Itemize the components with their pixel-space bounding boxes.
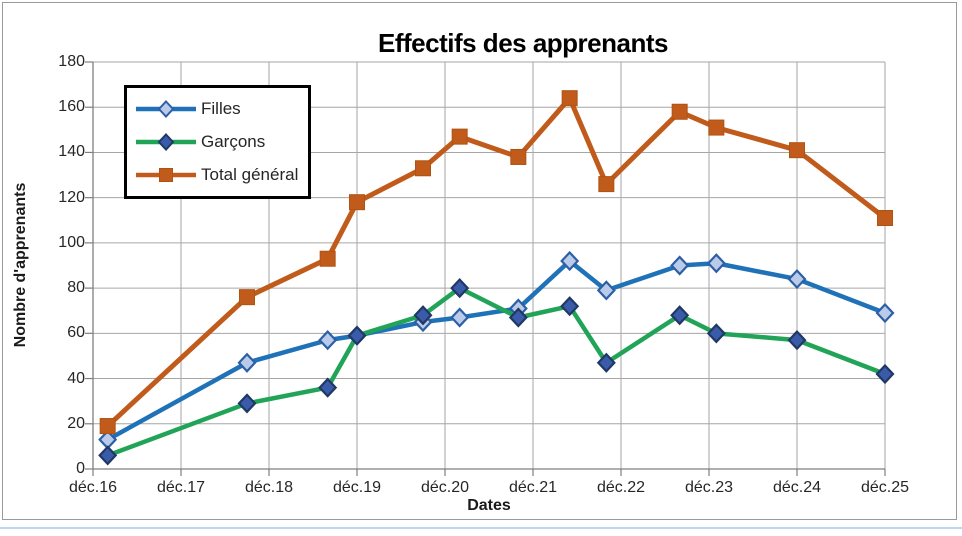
data-point-filles[interactable] <box>596 280 616 301</box>
data-point-garcons[interactable] <box>237 393 257 414</box>
series-total-general[interactable] <box>99 90 893 435</box>
data-point-total-general[interactable] <box>99 418 116 435</box>
data-point-total-general[interactable] <box>598 176 615 193</box>
data-point-total-general[interactable] <box>510 148 527 165</box>
data-point-garcons[interactable] <box>450 278 470 299</box>
legend-item-total-general[interactable]: Total général <box>136 165 299 185</box>
data-point-garcons[interactable] <box>508 307 528 328</box>
data-point-garcons[interactable] <box>670 305 690 326</box>
x-axis-title[interactable]: Dates <box>467 497 511 514</box>
legend-marker-filles <box>136 100 196 119</box>
data-point-garcons[interactable] <box>560 296 580 317</box>
data-point-total-general[interactable] <box>451 128 468 145</box>
data-point-filles[interactable] <box>670 255 690 276</box>
data-point-filles[interactable] <box>450 307 470 328</box>
data-point-filles[interactable] <box>706 253 726 274</box>
data-point-total-general[interactable] <box>671 103 688 120</box>
axis-lines <box>85 61 886 476</box>
legend-label: Filles <box>201 99 241 119</box>
series-filles[interactable] <box>98 250 895 450</box>
data-point-total-general[interactable] <box>877 210 893 227</box>
legend-marker-total-general <box>136 167 196 182</box>
data-point-garcons[interactable] <box>787 330 807 351</box>
data-point-filles[interactable] <box>875 302 895 324</box>
legend-marker-garcons <box>136 133 196 151</box>
data-point-total-general[interactable] <box>561 90 578 107</box>
data-point-total-general[interactable] <box>708 119 725 136</box>
legend-label: Garçons <box>201 131 266 151</box>
data-point-garcons[interactable] <box>596 352 616 373</box>
y-axis-title[interactable]: Nombre d'apprenants <box>12 182 29 348</box>
data-point-garcons[interactable] <box>347 325 367 346</box>
data-point-total-general[interactable] <box>319 250 336 267</box>
worksheet-gridline <box>0 527 962 529</box>
data-point-total-general[interactable] <box>349 194 365 211</box>
series-garcons[interactable] <box>98 278 895 466</box>
legend-label: Total général <box>201 164 299 184</box>
data-point-garcons[interactable] <box>413 305 433 326</box>
chart-title[interactable]: Effectifs des apprenants <box>378 28 668 58</box>
data-point-total-general[interactable] <box>415 160 431 177</box>
legend-item-filles[interactable]: Filles <box>136 99 299 119</box>
data-point-garcons[interactable] <box>98 445 118 466</box>
legend[interactable]: Filles Garçons Total général <box>124 85 311 199</box>
legend-item-garcons[interactable]: Garçons <box>136 132 299 152</box>
data-point-filles[interactable] <box>318 330 338 351</box>
data-point-filles[interactable] <box>237 352 257 373</box>
data-point-garcons[interactable] <box>318 377 338 398</box>
data-point-filles[interactable] <box>787 268 807 290</box>
data-point-garcons[interactable] <box>875 363 895 385</box>
data-point-garcons[interactable] <box>706 323 726 344</box>
data-point-total-general[interactable] <box>789 142 805 159</box>
data-point-filles[interactable] <box>560 250 580 272</box>
data-point-total-general[interactable] <box>239 289 255 306</box>
